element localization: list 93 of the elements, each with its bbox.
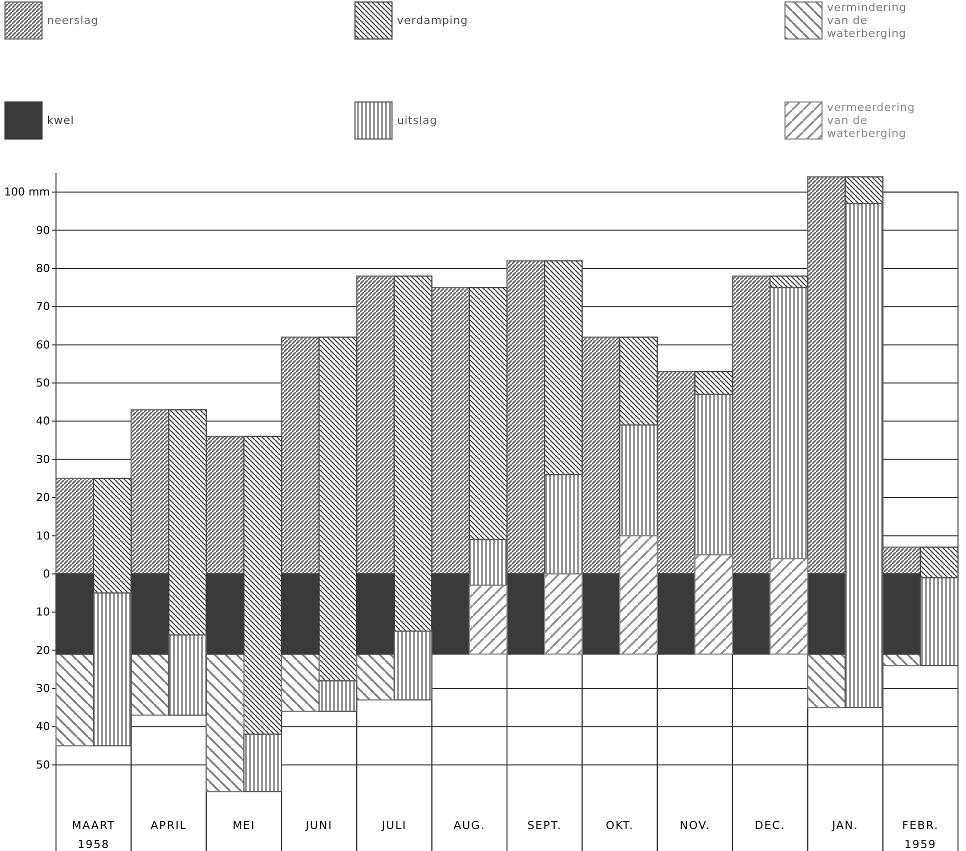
bar (206, 436, 245, 575)
bar (130, 573, 170, 655)
bar (769, 558, 808, 655)
bar (206, 653, 245, 792)
bar (807, 573, 846, 655)
bar (506, 260, 546, 575)
text: vermeerdering van de waterberging (827, 101, 915, 140)
bar (844, 202, 884, 708)
bar (468, 538, 508, 586)
bar (807, 176, 846, 575)
bar (168, 409, 207, 636)
bar (582, 573, 620, 655)
bar (656, 370, 696, 575)
bar (280, 573, 320, 655)
bar (807, 653, 846, 708)
x-tick-label: DEC. (754, 819, 786, 832)
text: uitslag (397, 114, 438, 127)
bar (619, 336, 658, 426)
bar (468, 286, 508, 540)
y-tick-label: 0 (43, 567, 50, 580)
y-tick-label: 10 (36, 529, 50, 542)
x-tick-label: JULI (380, 819, 407, 832)
bar (356, 573, 395, 655)
y-tick-label: 60 (36, 338, 50, 352)
bar (356, 653, 395, 701)
bar (394, 630, 432, 701)
y-tick-label: 50 (36, 376, 50, 390)
x-tick-label: MEI (232, 819, 256, 832)
y-tick-label: 30 (36, 682, 50, 695)
bar (55, 653, 94, 746)
y-tick-label: 90 (36, 224, 50, 237)
y-tick-label: 30 (36, 452, 50, 466)
bar (280, 653, 320, 712)
y-tick-label: 50 (36, 758, 50, 772)
bar (431, 573, 470, 655)
bar (920, 577, 959, 666)
text: neerslag (47, 14, 99, 27)
y-tick-label: 40 (36, 720, 50, 734)
bar (844, 176, 884, 204)
y-tick-label: 100 mm (4, 186, 50, 199)
bar (243, 436, 282, 735)
bar (243, 734, 282, 792)
x-tick-label: APRIL (150, 819, 187, 832)
bar (318, 336, 358, 682)
x-tick-label: JUNI (304, 819, 332, 832)
bar (694, 554, 734, 655)
bar (732, 573, 771, 655)
bar (168, 634, 207, 716)
bar (506, 573, 546, 655)
bar (694, 370, 734, 396)
bar (356, 275, 395, 575)
x-tick-label: SEPT. (527, 819, 562, 832)
x-tick-label: JAN. (831, 819, 858, 832)
y-tick-label: 40 (36, 414, 50, 428)
bar (882, 573, 922, 655)
bar (92, 478, 132, 594)
bar (619, 535, 658, 655)
x-tick-label: AUG. (454, 819, 486, 832)
bar (206, 573, 245, 655)
y-tick-label: 70 (36, 300, 50, 314)
bar (656, 573, 696, 655)
bar (468, 584, 508, 655)
bar (92, 592, 132, 746)
bar (55, 478, 94, 575)
y-tick-label: 20 (36, 491, 50, 504)
bar (394, 275, 432, 632)
bar (431, 286, 470, 575)
bar (544, 573, 583, 655)
bar (694, 394, 734, 556)
bar (732, 275, 771, 575)
y-tick-label: 10 (36, 606, 50, 619)
text: verdamping (397, 14, 468, 27)
bar (882, 546, 922, 575)
y-tick-label: 80 (36, 262, 50, 275)
y-tick-label: 20 (36, 644, 50, 657)
bar (130, 653, 170, 716)
bar (769, 275, 808, 288)
bar (769, 286, 808, 560)
bar (130, 409, 170, 575)
bar (55, 573, 94, 655)
bar (280, 336, 320, 575)
bar (920, 546, 959, 578)
bar (582, 336, 620, 575)
text: kwel (47, 114, 74, 127)
bar (619, 424, 658, 536)
x-tick-label: NOV. (680, 819, 710, 832)
bar (544, 260, 583, 476)
bar (544, 474, 583, 575)
x-tick-label: OKT. (606, 819, 634, 832)
bar (318, 680, 358, 712)
x-tick-label: MAART 1958 (72, 819, 116, 851)
text: vermindering van de waterberging (827, 1, 907, 40)
x-tick-label: FEBR. 1959 (902, 819, 939, 851)
